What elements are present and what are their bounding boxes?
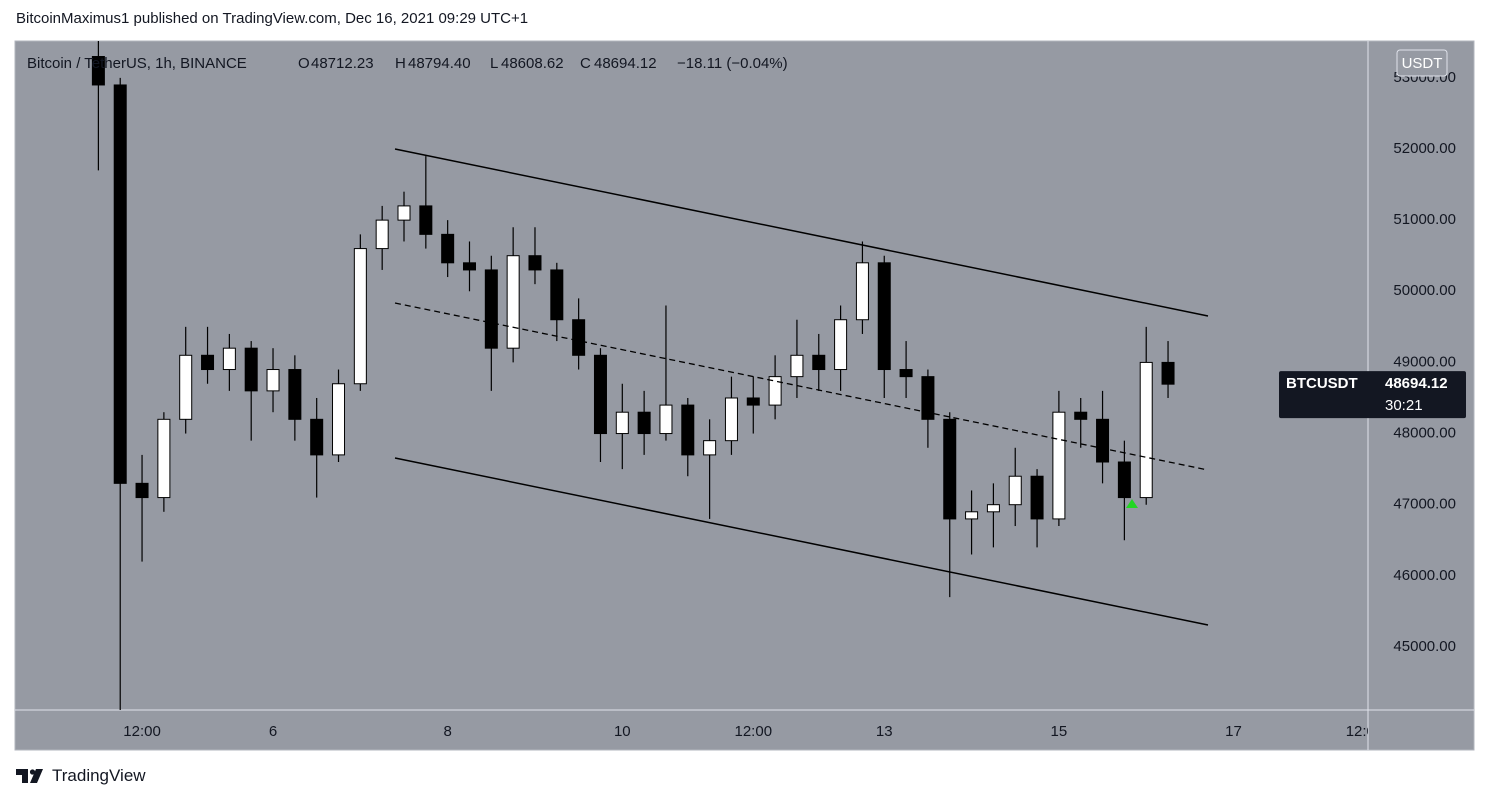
candle-body <box>877 262 891 371</box>
candle-body <box>572 319 586 356</box>
y-tick-label: 50000.00 <box>1393 282 1456 299</box>
brand-name: TradingView <box>52 766 146 785</box>
price-tag-value: 48694.12 <box>1385 375 1448 392</box>
candle-body <box>1117 461 1131 499</box>
drawings <box>394 148 1209 626</box>
currency-label: USDT <box>1402 55 1443 72</box>
candle-body <box>201 354 215 371</box>
legend-o: O <box>298 55 310 72</box>
price-tag-countdown: 30:21 <box>1385 397 1423 414</box>
candle-body <box>790 354 804 378</box>
chart-panel <box>14 40 1475 751</box>
x-tick-label: 12:00 <box>735 723 773 740</box>
price-tag-symbol: BTCUSDT <box>1286 375 1358 392</box>
candle-body <box>244 347 258 392</box>
candle-body <box>1139 361 1153 499</box>
candle-body <box>550 269 564 321</box>
x-tick-label: 12:00 <box>123 723 161 740</box>
y-tick-label: 48000.00 <box>1393 425 1456 442</box>
legend-open: 48712.23 <box>311 55 374 72</box>
candle-body <box>724 397 738 442</box>
candle-body <box>506 255 520 349</box>
candle-body <box>637 411 651 435</box>
candle-body <box>332 383 346 456</box>
candle-body <box>288 369 302 420</box>
channel-upper <box>394 148 1209 317</box>
legend-c: C <box>580 55 591 72</box>
y-tick-label: 49000.00 <box>1393 353 1456 370</box>
candle-body <box>1008 475 1022 506</box>
brand-logo <box>16 769 43 783</box>
candle-body <box>615 411 629 435</box>
candle-body <box>419 205 433 235</box>
candle-body <box>899 369 913 378</box>
currency-badge: USDT <box>1396 49 1448 77</box>
x-tick-label: 8 <box>443 723 451 740</box>
brand: TradingView <box>16 766 146 786</box>
candle-body <box>1074 411 1088 420</box>
publisher-note: BitcoinMaximus1 published on TradingView… <box>16 10 529 27</box>
x-tick-label: 13 <box>876 723 893 740</box>
x-tick-label: 15 <box>1051 723 1068 740</box>
price-tag-box <box>1279 371 1466 419</box>
x-tick-label: 12:00 <box>1346 723 1384 740</box>
y-tick-label: 52000.00 <box>1393 140 1456 157</box>
y-tick-label: 45000.00 <box>1393 638 1456 655</box>
candle-body <box>921 376 935 420</box>
candle-body <box>353 248 367 385</box>
candle-body <box>397 205 411 221</box>
candle-body <box>113 84 127 484</box>
y-tick-label: 47000.00 <box>1393 496 1456 513</box>
signal-marker <box>1126 499 1138 508</box>
legend-high: 48794.40 <box>408 55 471 72</box>
candle-body <box>310 418 324 456</box>
legend-h: H <box>395 55 406 72</box>
candle-body <box>1030 475 1044 520</box>
candle-body <box>965 511 979 520</box>
legend-change: −18.11 (−0.04%) <box>677 55 788 72</box>
x-tick-label: 17 <box>1225 723 1242 740</box>
candle-body <box>659 404 673 435</box>
candle-body <box>703 440 717 456</box>
legend-l: L <box>490 55 498 72</box>
candle-body <box>1052 411 1066 520</box>
candle-body <box>834 319 848 371</box>
legend-close: 48694.12 <box>594 55 657 72</box>
x-tick-labels: 12:00 6 8 10 12:00 13 15 17 12:00 <box>123 723 1384 740</box>
candle-body <box>222 347 236 371</box>
candle-body <box>1161 361 1175 385</box>
candle-body <box>768 376 782 406</box>
channel-lower <box>394 457 1209 626</box>
candle-body <box>375 219 389 250</box>
candle-body <box>441 233 455 264</box>
x-tick-label: 6 <box>269 723 277 740</box>
symbol-title: Bitcoin / TetherUS, 1h, BINANCE <box>27 55 247 72</box>
candle-body <box>943 418 957 520</box>
candle-body <box>1096 418 1110 463</box>
currency-box <box>1396 49 1448 77</box>
x-tick-label: 10 <box>614 723 631 740</box>
candle-body <box>593 354 607 435</box>
candle-body <box>91 56 105 86</box>
candle-body <box>746 397 760 406</box>
y-tick-label: 46000.00 <box>1393 567 1456 584</box>
candle-body <box>462 262 476 271</box>
y-tick-label: 51000.00 <box>1393 211 1456 228</box>
candle-body <box>855 262 869 321</box>
price-tag: BTCUSDT 48694.12 30:21 <box>1279 371 1466 419</box>
candle-body <box>157 418 171 499</box>
candle-body <box>681 404 695 456</box>
candle-body <box>135 482 149 499</box>
candle-body <box>484 269 498 349</box>
legend-low: 48608.62 <box>501 55 564 72</box>
candle-body <box>266 369 280 392</box>
candle-body <box>528 255 542 271</box>
candle-body <box>179 354 193 420</box>
channel-mid <box>394 302 1209 471</box>
legend: Bitcoin / TetherUS, 1h, BINANCE O 48712.… <box>27 55 788 72</box>
candle-body <box>812 354 826 371</box>
candle-body <box>986 504 1000 513</box>
